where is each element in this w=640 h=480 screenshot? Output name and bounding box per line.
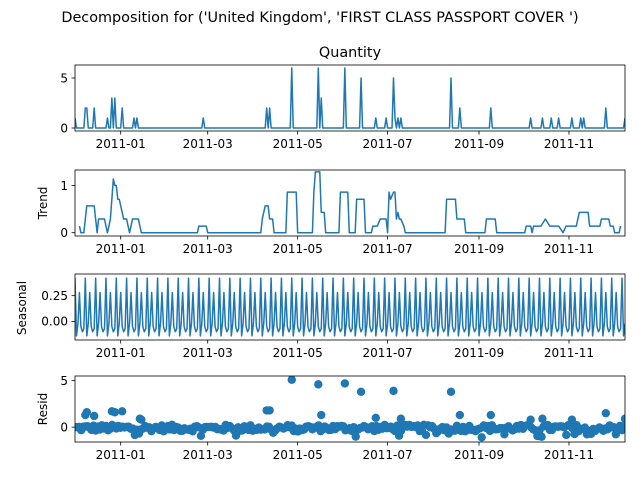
resid-y-tick-label: 0: [60, 420, 68, 434]
resid-point: [265, 406, 274, 415]
resid-point: [82, 408, 92, 417]
resid-panel-content: 2011-01 2011-03 2011-05 2011-07 2011-09 2011-…: [60, 374, 626, 462]
seasonal-x-tick-label: 2011-07: [363, 346, 413, 360]
seasonal-series-line: [75, 277, 625, 337]
resid-point: [110, 408, 120, 417]
resid-panel: Resid 2011-01 2011-03 2011-05 2011-07 2011-0…: [36, 374, 626, 462]
trend-y-tick-label: 0: [60, 226, 68, 240]
resid-panel-ylabel: Resid: [36, 393, 50, 425]
resid-plot-area: [75, 376, 625, 442]
seasonal-x-tick-label: 2011-05: [273, 346, 323, 360]
seasonal-axes-frame: [74, 273, 626, 341]
trend-panel-content: 2011-01 2011-03 2011-05 2011-07 2011-09 2011-…: [60, 169, 626, 256]
quantity-x-tick-label: 2011-05: [273, 137, 323, 151]
seasonal-x-tick-label: 2011-09: [454, 346, 504, 360]
resid-point: [601, 408, 611, 418]
resid-point: [567, 415, 577, 424]
trend-x-tick-label: 2011-09: [454, 242, 504, 256]
trend-x-tick-label: 2011-07: [363, 242, 413, 256]
seasonal-panel: Seasonal 2011-01 2011-03 2011-05 2011-07 201…: [15, 273, 626, 360]
quantity-plot-area: [75, 67, 625, 129]
seasonal-x-tick-label: 2011-11: [544, 346, 594, 360]
seasonal-panel-content: 2011-01 2011-03 2011-05 2011-07 2011-09 2011-…: [41, 273, 626, 360]
resid-point: [371, 413, 380, 423]
resid-x-tick-label: 2011-05: [273, 448, 323, 462]
quantity-x-tick-label: 2011-11: [544, 137, 594, 151]
resid-point: [619, 421, 625, 431]
resid-point: [137, 415, 146, 424]
trend-x-tick-label: 2011-03: [183, 242, 233, 256]
quantity-x-tick-label: 2011-09: [454, 137, 504, 151]
quantity-x-tick-label: 2011-01: [96, 137, 146, 151]
resid-point: [446, 387, 456, 396]
resid-axes-frame: [74, 375, 626, 443]
resid-point: [317, 410, 326, 420]
trend-series-line: [78, 171, 622, 234]
resid-point: [537, 432, 546, 441]
resid-x-tick-label: 2011-03: [183, 448, 233, 462]
quantity-y-tick-label: 0: [60, 121, 68, 135]
seasonal-x-tick-label: 2011-01: [96, 346, 146, 360]
seasonal-x-tick-label: 2011-03: [183, 346, 233, 360]
resid-point: [340, 379, 350, 388]
trend-x-tick-label: 2011-11: [544, 242, 594, 256]
resid-point: [620, 414, 625, 423]
seasonal-y-tick-label: 0.00: [41, 315, 68, 329]
resid-point: [477, 433, 486, 442]
quantity-x-tick-label: 2011-07: [363, 137, 413, 151]
resid-point: [351, 432, 360, 441]
resid-point: [314, 380, 323, 389]
trend-x-tick-label: 2011-05: [273, 242, 323, 256]
resid-point: [486, 410, 496, 420]
quantity-series-line: [75, 67, 625, 129]
quantity-panel: Quantity 2011-01 2011-03 2011-05 2011-07 201…: [60, 45, 626, 151]
resid-point: [396, 414, 406, 423]
seasonal-plot-area: [75, 277, 625, 337]
trend-panel: Trend 2011-01 2011-03 2011-05 2011-07 2011-0…: [36, 169, 626, 256]
resid-x-tick-label: 2011-07: [363, 448, 413, 462]
trend-axes-frame: [74, 169, 626, 237]
resid-point: [89, 411, 99, 421]
trend-plot-area: [78, 171, 622, 234]
resid-point: [389, 386, 398, 396]
figure-suptitle: Decomposition for ('United Kingdom', 'FI…: [61, 10, 578, 26]
resid-x-tick-label: 2011-11: [544, 448, 594, 462]
resid-point: [538, 414, 547, 423]
resid-point: [455, 410, 465, 420]
resid-x-tick-label: 2011-01: [96, 448, 146, 462]
resid-point: [500, 430, 509, 439]
resid-point: [526, 415, 535, 424]
seasonal-y-tick-label: 0.25: [41, 289, 68, 303]
trend-x-tick-label: 2011-01: [96, 242, 146, 256]
trend-panel-ylabel: Trend: [36, 187, 50, 221]
resid-y-tick-label: 5: [60, 374, 68, 388]
resid-x-tick-label: 2011-09: [454, 448, 504, 462]
quantity-axes-frame: [74, 64, 626, 132]
quantity-x-tick-label: 2011-03: [183, 137, 233, 151]
resid-point: [117, 407, 127, 416]
resid-point: [356, 387, 366, 396]
quantity-panel-title: Quantity: [319, 45, 382, 61]
quantity-y-tick-label: 5: [60, 71, 68, 85]
trend-y-tick-label: 1: [60, 179, 68, 193]
resid-point: [421, 430, 431, 440]
resid-point: [562, 430, 571, 440]
seasonal-panel-ylabel: Seasonal: [15, 281, 29, 335]
resid-point: [287, 376, 296, 384]
quantity-panel-content: 2011-01 2011-03 2011-05 2011-07 2011-09 2011-…: [60, 64, 626, 151]
